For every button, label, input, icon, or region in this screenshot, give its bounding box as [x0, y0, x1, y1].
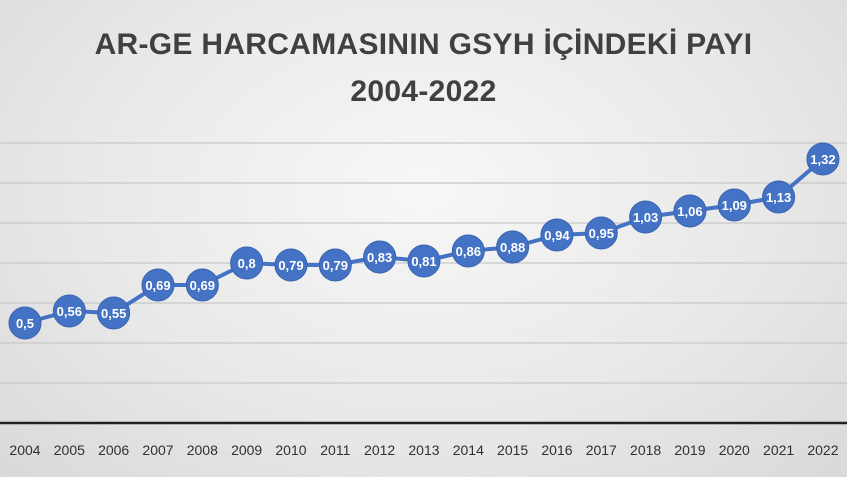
- data-point: [806, 142, 840, 176]
- series-line: [24, 157, 825, 325]
- data-label: 0,5: [16, 316, 34, 331]
- data-label: 0,83: [367, 250, 392, 265]
- data-label: 0,81: [411, 254, 436, 269]
- x-tick-label: 2020: [719, 442, 750, 458]
- data-point: [451, 234, 485, 268]
- data-label: 1,06: [677, 204, 702, 219]
- data-point: [185, 268, 219, 302]
- data-label: 0,69: [145, 278, 170, 293]
- x-tick-label: 2017: [586, 442, 617, 458]
- x-tick-label: 2012: [364, 442, 395, 458]
- x-tick-label: 2010: [275, 442, 306, 458]
- data-point: [673, 194, 707, 228]
- x-tick-label: 2009: [231, 442, 262, 458]
- data-label: 0,88: [500, 240, 525, 255]
- data-label: 0,55: [101, 306, 126, 321]
- data-label: 0,69: [190, 278, 215, 293]
- x-tick-label: 2016: [541, 442, 572, 458]
- data-label: 0,95: [589, 226, 614, 241]
- data-point: [629, 200, 663, 234]
- x-tick-label: 2008: [187, 442, 218, 458]
- data-point: [52, 294, 86, 328]
- x-tick-label: 2014: [453, 442, 484, 458]
- chart-title: AR-GE HARCAMASININ GSYH İÇİNDEKİ PAYI: [94, 28, 753, 61]
- data-label: 1,09: [722, 198, 747, 213]
- data-point: [584, 216, 618, 250]
- data-point: [274, 248, 308, 282]
- x-tick-label: 2021: [763, 442, 794, 458]
- data-point: [407, 244, 441, 278]
- data-point: [717, 188, 751, 222]
- x-tick-label: 2018: [630, 442, 661, 458]
- data-label: 1,03: [633, 210, 658, 225]
- data-label: 0,86: [456, 244, 481, 259]
- x-tick-label: 2006: [98, 442, 129, 458]
- data-point: [318, 248, 352, 282]
- data-label: 0,94: [544, 228, 570, 243]
- chart-subtitle: 2004-2022: [350, 75, 497, 108]
- x-tick-label: 2004: [9, 442, 40, 458]
- x-tick-label: 2022: [807, 442, 838, 458]
- data-label: 0,8: [238, 256, 256, 271]
- data-point: [540, 218, 574, 252]
- x-tick-label: 2011: [320, 442, 350, 458]
- data-label: 1,32: [810, 152, 835, 167]
- x-tick-label: 2019: [674, 442, 705, 458]
- data-point: [97, 296, 131, 330]
- data-point: [8, 306, 42, 340]
- data-point: [363, 240, 397, 274]
- data-point: [496, 230, 530, 264]
- x-tick-label: 2005: [54, 442, 85, 458]
- data-point: [141, 268, 175, 302]
- data-label: 0,56: [57, 304, 82, 319]
- data-label: 0,79: [323, 258, 348, 273]
- data-point: [762, 180, 796, 214]
- data-point: [230, 246, 264, 280]
- data-label: 1,13: [766, 190, 791, 205]
- data-label: 0,79: [278, 258, 303, 273]
- x-tick-label: 2013: [408, 442, 439, 458]
- x-tick-label: 2007: [142, 442, 173, 458]
- x-tick-label: 2015: [497, 442, 528, 458]
